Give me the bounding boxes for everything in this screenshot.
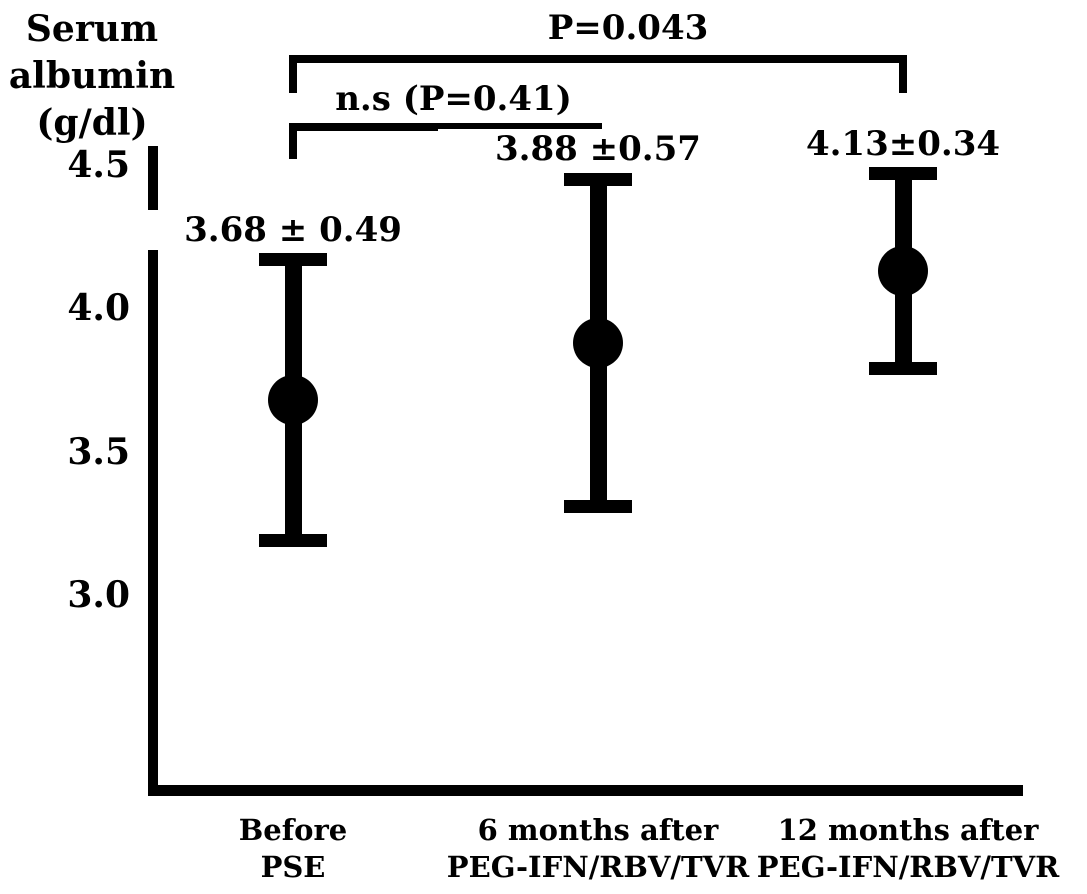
y-axis-title-line-2: albumin xyxy=(8,55,176,97)
error-bar-bottom-cap-2 xyxy=(869,362,937,375)
category-label-0-line-1: PSE xyxy=(260,850,326,884)
sig-bracket-left-drop-0 xyxy=(289,55,297,93)
mean-dot-0 xyxy=(268,375,318,426)
sig-label-0: P=0.043 xyxy=(547,8,709,48)
error-bar-bottom-cap-0 xyxy=(259,534,327,548)
mean-dot-1 xyxy=(573,317,623,368)
category-label-1-line-1: PEG-IFN/RBV/TVR xyxy=(446,850,750,884)
y-axis-title-line-1: Serum xyxy=(25,8,159,50)
error-bar-top-cap-1 xyxy=(564,172,632,186)
value-label-1: 3.88 ±0.57 xyxy=(438,129,758,170)
sig-bracket-left-drop-1 xyxy=(289,123,297,159)
error-bar-bottom-cap-1 xyxy=(564,499,632,513)
error-bar-top-cap-2 xyxy=(869,167,937,181)
category-label-1: 6 months after PEG-IFN/RBV/TVR xyxy=(428,812,768,886)
mean-dot-2 xyxy=(878,246,928,297)
y-tick-label-0: 4.5 xyxy=(67,143,130,186)
error-bar-top-cap-0 xyxy=(259,253,327,267)
category-label-2-line-0: 12 months after xyxy=(777,813,1039,847)
category-label-2-line-1: PEG-IFN/RBV/TVR xyxy=(756,850,1060,884)
sig-bracket-bar-0 xyxy=(289,55,907,63)
y-tick-label-2: 3.5 xyxy=(67,430,130,473)
category-label-2: 12 months after PEG-IFN/RBV/TVR xyxy=(738,812,1078,886)
y-tick-label-3: 3.0 xyxy=(67,574,130,616)
y-axis-title-line-3: (g/dl) xyxy=(36,102,148,144)
sig-bracket-right-drop-0 xyxy=(899,55,907,93)
y-axis-title: Serum albumin (g/dl) xyxy=(6,6,178,147)
category-label-0: Before PSE xyxy=(123,812,463,886)
y-tick-label-1: 4.0 xyxy=(67,287,130,330)
value-label-0: 3.68 ± 0.49 xyxy=(133,209,453,250)
x-axis-line xyxy=(148,785,1023,796)
category-label-1-line-0: 6 months after xyxy=(477,813,719,847)
value-label-2: 4.13±0.34 xyxy=(743,123,1063,164)
sig-label-1: n.s (P=0.41) xyxy=(335,79,572,119)
sig-bracket-bar-1 xyxy=(289,123,602,131)
category-label-0-line-0: Before xyxy=(238,813,348,847)
y-axis-line xyxy=(148,146,158,796)
